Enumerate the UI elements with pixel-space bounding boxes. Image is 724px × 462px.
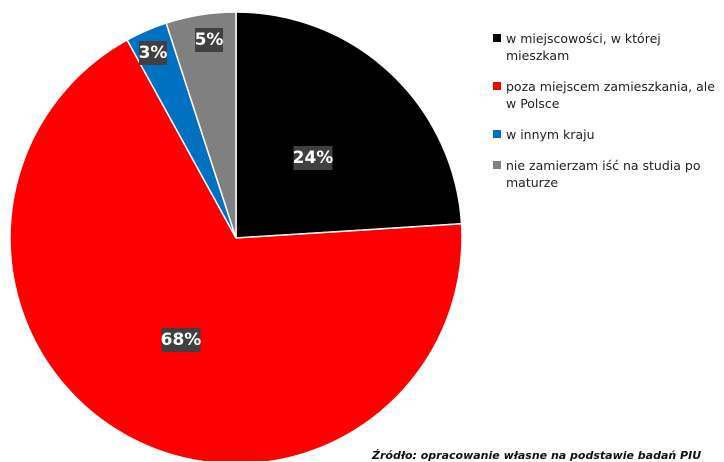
chart-legend: w miejscowości, w której mieszkam poza mi… (493, 30, 724, 205)
data-label-text: 5% (195, 30, 224, 50)
legend-label: w innym kraju (506, 127, 595, 142)
legend-label: w miejscowości, w której mieszkam (506, 31, 661, 63)
legend-swatch (493, 130, 501, 138)
data-label: 68% (161, 328, 202, 352)
legend-label: poza miejscem zamieszkania, ale w Polsce (506, 79, 715, 111)
data-label-box (195, 28, 223, 52)
data-label-box (139, 41, 167, 65)
data-label: 3% (139, 41, 168, 65)
legend-swatch (493, 82, 501, 90)
pie-slice (165, 11, 237, 239)
data-label-text: 24% (293, 148, 334, 168)
source-note: Źródło: opracowanie własne na podstawie … (372, 449, 702, 462)
data-label-text: 68% (161, 330, 202, 350)
pie-slice (235, 11, 463, 239)
legend-item: w miejscowości, w której mieszkam (493, 30, 724, 64)
pie-slice (9, 38, 463, 461)
data-label-text: 3% (139, 43, 168, 63)
legend-swatch (493, 34, 501, 42)
data-label: 24% (293, 146, 334, 170)
legend-item: w innym kraju (493, 126, 724, 143)
legend-item: nie zamierzam iść na studia po maturze (493, 157, 724, 191)
data-label: 5% (195, 28, 224, 52)
data-label-box (293, 146, 333, 170)
legend-swatch (493, 161, 501, 169)
legend-item: poza miejscem zamieszkania, ale w Polsce (493, 78, 724, 112)
data-label-box (161, 328, 201, 352)
legend-label: nie zamierzam iść na studia po maturze (506, 158, 701, 190)
